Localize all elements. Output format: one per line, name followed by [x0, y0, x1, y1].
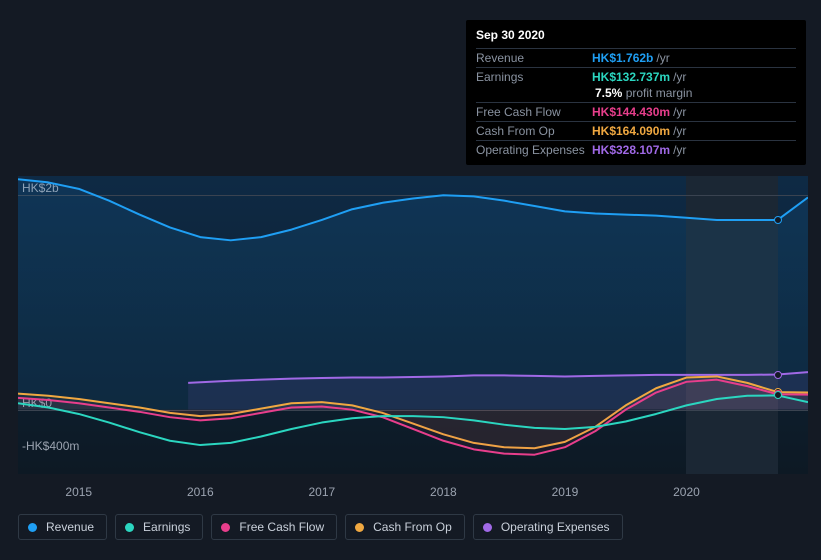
tooltip-value: HK$132.737m — [592, 70, 670, 84]
legend-item[interactable]: Free Cash Flow — [211, 514, 337, 540]
tooltip-suffix: /yr — [673, 105, 686, 119]
legend-dot-icon — [221, 523, 230, 532]
tooltip-label: Cash From Op — [476, 124, 592, 138]
x-axis-label: 2019 — [552, 485, 579, 499]
tooltip-value: HK$144.430m — [592, 105, 670, 119]
x-axis-label: 2018 — [430, 485, 457, 499]
series-marker — [774, 216, 782, 224]
legend-label: Cash From Op — [373, 520, 452, 534]
chart-legend: Revenue Earnings Free Cash Flow Cash From O… — [18, 514, 623, 540]
tooltip-note-row: 7.5% profit margin — [476, 86, 796, 102]
series-marker — [774, 391, 782, 399]
x-axis-label: 2015 — [65, 485, 92, 499]
x-axis-label: 2016 — [187, 485, 214, 499]
legend-dot-icon — [125, 523, 134, 532]
legend-dot-icon — [355, 523, 364, 532]
legend-item[interactable]: Cash From Op — [345, 514, 465, 540]
tooltip-suffix: /yr — [656, 51, 669, 65]
tooltip-label: Revenue — [476, 51, 592, 65]
legend-dot-icon — [28, 523, 37, 532]
legend-dot-icon — [483, 523, 492, 532]
series-marker — [774, 371, 782, 379]
x-axis-label: 2020 — [673, 485, 700, 499]
tooltip-suffix: /yr — [673, 124, 686, 138]
tooltip-suffix: /yr — [673, 70, 686, 84]
tooltip-row: Cash From OpHK$164.090m/yr — [476, 121, 796, 140]
tooltip-date: Sep 30 2020 — [476, 28, 796, 48]
tooltip-value: HK$164.090m — [592, 124, 670, 138]
tooltip-note: 7.5% profit margin — [595, 86, 692, 100]
legend-label: Operating Expenses — [501, 520, 610, 534]
legend-label: Revenue — [46, 520, 94, 534]
tooltip-label: Free Cash Flow — [476, 105, 592, 119]
x-axis-label: 2017 — [308, 485, 335, 499]
legend-item[interactable]: Operating Expenses — [473, 514, 623, 540]
chart-lines — [18, 176, 808, 474]
chart-tooltip: Sep 30 2020 RevenueHK$1.762b/yrEarningsH… — [466, 20, 806, 165]
tooltip-row: Free Cash FlowHK$144.430m/yr — [476, 102, 796, 121]
legend-item[interactable]: Earnings — [115, 514, 203, 540]
financials-chart: HK$2bHK$0-HK$400m 2015201620172018201920… — [0, 150, 821, 510]
tooltip-value: HK$1.762b — [592, 51, 653, 65]
tooltip-row: EarningsHK$132.737m/yr — [476, 67, 796, 86]
tooltip-row: RevenueHK$1.762b/yr — [476, 48, 796, 67]
tooltip-label: Earnings — [476, 70, 592, 84]
legend-item[interactable]: Revenue — [18, 514, 107, 540]
legend-label: Earnings — [143, 520, 190, 534]
legend-label: Free Cash Flow — [239, 520, 324, 534]
